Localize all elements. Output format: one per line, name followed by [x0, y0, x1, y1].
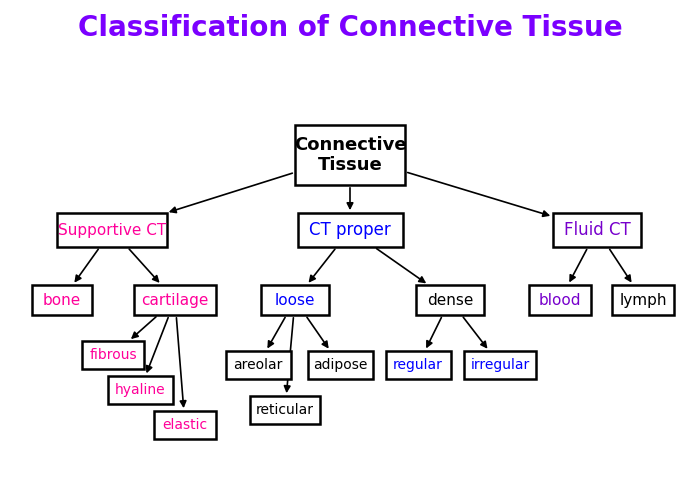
Text: cartilage: cartilage — [141, 293, 209, 308]
Text: Fluid CT: Fluid CT — [564, 221, 631, 239]
FancyBboxPatch shape — [82, 341, 144, 369]
Text: Connective
Tissue: Connective Tissue — [294, 136, 406, 174]
Text: irregular: irregular — [470, 358, 530, 372]
Text: regular: regular — [393, 358, 443, 372]
Text: fibrous: fibrous — [89, 348, 136, 362]
FancyBboxPatch shape — [57, 213, 167, 247]
FancyBboxPatch shape — [553, 213, 641, 247]
Text: blood: blood — [539, 293, 581, 308]
FancyBboxPatch shape — [386, 351, 451, 379]
Text: dense: dense — [427, 293, 473, 308]
FancyBboxPatch shape — [307, 351, 372, 379]
Text: adipose: adipose — [313, 358, 368, 372]
FancyBboxPatch shape — [154, 411, 216, 439]
FancyBboxPatch shape — [416, 285, 484, 315]
FancyBboxPatch shape — [108, 376, 172, 404]
FancyBboxPatch shape — [225, 351, 290, 379]
Text: Supportive CT: Supportive CT — [58, 222, 166, 238]
Text: bone: bone — [43, 293, 81, 308]
Text: CT proper: CT proper — [309, 221, 391, 239]
Text: areolar: areolar — [233, 358, 283, 372]
FancyBboxPatch shape — [32, 285, 92, 315]
FancyBboxPatch shape — [295, 125, 405, 185]
Text: hyaline: hyaline — [115, 383, 165, 397]
FancyBboxPatch shape — [134, 285, 216, 315]
Text: lymph: lymph — [620, 293, 666, 308]
Text: loose: loose — [274, 293, 315, 308]
FancyBboxPatch shape — [529, 285, 591, 315]
Text: elastic: elastic — [162, 418, 208, 432]
FancyBboxPatch shape — [612, 285, 674, 315]
FancyBboxPatch shape — [250, 396, 320, 424]
Text: reticular: reticular — [256, 403, 314, 417]
FancyBboxPatch shape — [261, 285, 329, 315]
FancyBboxPatch shape — [464, 351, 536, 379]
FancyBboxPatch shape — [298, 213, 402, 247]
Text: Classification of Connective Tissue: Classification of Connective Tissue — [78, 14, 622, 42]
